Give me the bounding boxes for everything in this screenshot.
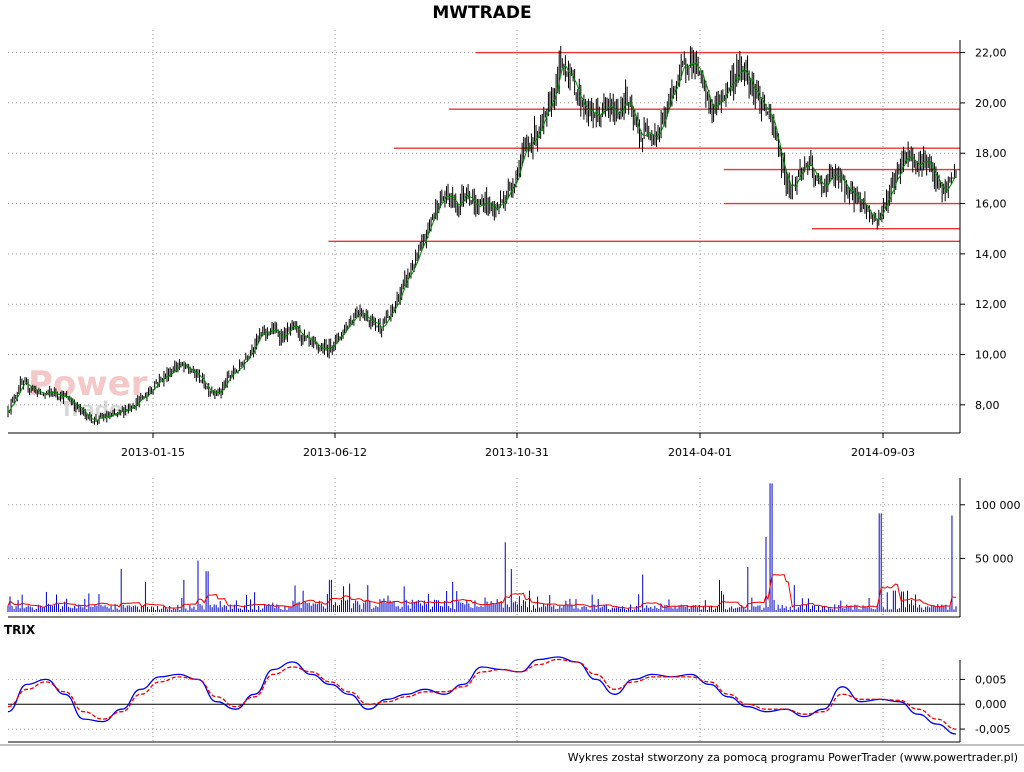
footer-credit: Wykres został stworzony za pomocą progra…: [568, 751, 1018, 764]
date-tick-label-2: 2013-10-31: [485, 446, 549, 459]
volume-ytick-label-0: 50 000: [975, 552, 1014, 565]
date-tick-label-1: 2013-06-12: [303, 446, 367, 459]
trix-ytick-label-0: 0,005: [975, 673, 1007, 686]
volume-y-axis: 50 000 100 000: [960, 499, 1021, 565]
trix-line: [7, 656, 957, 735]
trix-series: [7, 656, 957, 735]
price-ytick-label-5: 18,00: [975, 147, 1007, 160]
watermark: Power Trader: [28, 364, 148, 421]
date-tick-label-0: 2013-01-15: [121, 446, 185, 459]
price-panel: MWTRADE Power Trader 8,00 10,00 12,00 14,00…: [7, 3, 1007, 459]
price-moving-average-line: [7, 62, 957, 422]
volume-bars: [7, 483, 957, 612]
trix-signal-line: [7, 658, 957, 730]
price-ytick-label-3: 14,00: [975, 248, 1007, 261]
price-ytick-label-0: 8,00: [975, 399, 1000, 412]
volume-moving-average-line: [7, 574, 957, 609]
trix-grid: [8, 660, 960, 742]
price-grid: [8, 30, 960, 433]
date-tick-label-4: 2014-09-03: [851, 446, 915, 459]
watermark-text-1: Power: [28, 364, 148, 404]
candlesticks: [7, 46, 957, 425]
price-ytick-label-4: 16,00: [975, 198, 1007, 211]
price-ytick-label-1: 10,00: [975, 349, 1007, 362]
trix-ytick-label-1: 0,000: [975, 698, 1007, 711]
volume-panel: 50 000 100 000: [7, 478, 1021, 618]
trix-y-axis: 0,005 0,000 -0,005: [960, 673, 1010, 736]
date-tick-label-3: 2014-04-01: [668, 446, 732, 459]
volume-ytick-label-1: 100 000: [975, 499, 1021, 512]
price-ytick-label-7: 22,00: [975, 47, 1007, 60]
chart-title: MWTRADE: [432, 3, 531, 23]
price-ytick-label-2: 12,00: [975, 298, 1007, 311]
trix-panel: TRIX 0,005 0,000 -0,005: [4, 623, 1010, 743]
volume-grid: [8, 478, 960, 617]
date-x-axis: 2013-01-15 2013-06-12 2013-10-31 2014-04-01…: [121, 433, 915, 459]
price-y-axis: 8,00 10,00 12,00 14,00 16,00 18,00 20,00 22,00: [960, 47, 1007, 412]
price-ytick-label-6: 20,00: [975, 97, 1007, 110]
trix-ytick-label-2: -0,005: [975, 723, 1010, 736]
trix-title: TRIX: [4, 623, 36, 637]
